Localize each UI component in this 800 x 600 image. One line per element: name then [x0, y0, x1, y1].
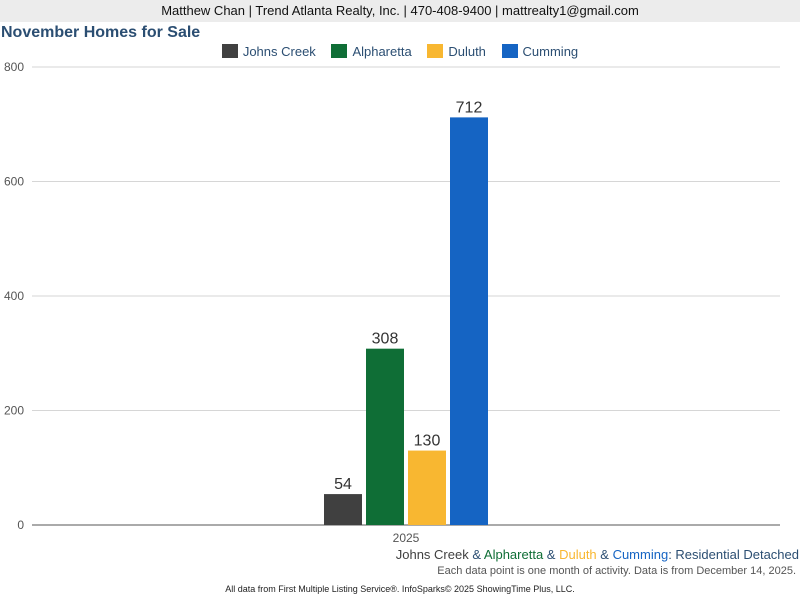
data-label: 308 — [372, 331, 399, 348]
legend-label-johns-creek: Johns Creek — [242, 44, 316, 59]
bar-chart: 0 200 400 600 800 54 308 130 712 2025 — [4, 60, 780, 545]
subtitle-duluth: Duluth — [559, 547, 597, 562]
subtitle-suffix: : Residential Detached — [668, 547, 799, 562]
chart-title: November Homes for Sale — [1, 24, 201, 41]
legend-swatch-alpharetta — [331, 44, 348, 58]
legend-label-cumming: Cumming — [522, 44, 579, 59]
legend-label-duluth: Duluth — [448, 44, 486, 59]
subtitle-separator: & — [468, 547, 484, 562]
legend-label-alpharetta: Alpharetta — [352, 44, 412, 59]
data-note: Each data point is one month of activity… — [437, 565, 796, 577]
bar-johns-creek — [324, 494, 362, 525]
data-label: 54 — [334, 476, 352, 493]
legend-swatch-cumming — [501, 44, 518, 58]
subtitle-separator: & — [596, 547, 613, 562]
chart-legend: Johns Creek Alpharetta Duluth Cumming — [0, 44, 800, 59]
bar-duluth — [408, 450, 446, 525]
legend-item-cumming[interactable]: Cumming — [501, 44, 579, 59]
y-tick-label: 800 — [4, 60, 24, 74]
legend-item-alpharetta[interactable]: Alpharetta — [331, 44, 412, 59]
y-tick-label: 400 — [4, 289, 24, 303]
legend-swatch-duluth — [427, 44, 444, 58]
chart-subtitle: Johns Creek & Alpharetta & Duluth & Cumm… — [396, 547, 799, 562]
bar-alpharetta — [366, 348, 404, 525]
agent-contact-bar: Matthew Chan | Trend Atlanta Realty, Inc… — [0, 0, 800, 22]
y-tick-label: 600 — [4, 175, 24, 189]
legend-swatch-johns-creek — [221, 44, 238, 58]
legend-item-duluth[interactable]: Duluth — [427, 44, 486, 59]
subtitle-cumming: Cumming — [612, 547, 669, 562]
data-label: 712 — [456, 99, 483, 116]
bar-cumming — [450, 117, 488, 525]
x-tick-label: 2025 — [393, 531, 420, 545]
subtitle-johns-creek: Johns Creek — [395, 547, 469, 562]
subtitle-separator: & — [543, 547, 560, 562]
subtitle-alpharetta: Alpharetta — [483, 547, 544, 562]
data-source-footer: All data from First Multiple Listing Ser… — [225, 584, 575, 594]
y-tick-label: 200 — [4, 404, 24, 418]
agent-contact-text: Matthew Chan | Trend Atlanta Realty, Inc… — [161, 3, 639, 18]
data-label: 130 — [414, 433, 441, 450]
y-tick-label: 0 — [17, 518, 24, 532]
legend-item-johns-creek[interactable]: Johns Creek — [221, 44, 316, 59]
